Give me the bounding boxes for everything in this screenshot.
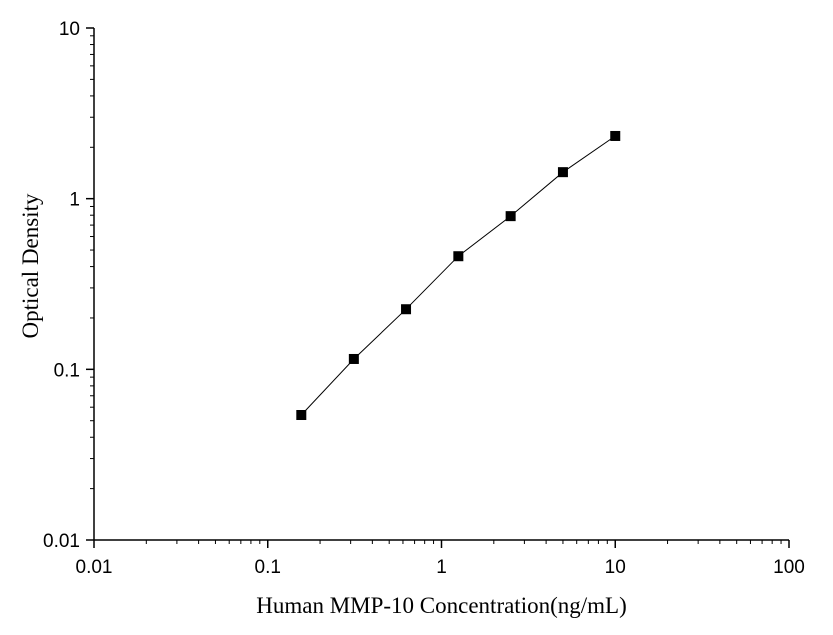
data-point-marker xyxy=(505,211,516,222)
y-tick-label: 10 xyxy=(59,19,80,40)
data-point-marker xyxy=(610,130,621,141)
data-point-marker xyxy=(296,410,307,421)
x-tick-label: 1 xyxy=(436,557,447,578)
y-axis-title: Optical Density xyxy=(18,193,43,338)
data-point-marker xyxy=(348,353,359,364)
x-tick-label: 10 xyxy=(605,557,626,578)
axes: 0.01 0.1 1 10 100 0.01 0.1 1 10 xyxy=(43,19,805,578)
plot-area xyxy=(296,130,621,421)
data-point-marker xyxy=(453,251,464,262)
data-point-marker xyxy=(557,167,568,178)
x-axis-title: Human MMP-10 Concentration(ng/mL) xyxy=(256,593,627,618)
x-tick-label: 100 xyxy=(773,557,805,578)
x-tick-label: 0.01 xyxy=(76,557,113,578)
data-point-marker xyxy=(401,304,412,315)
series-line xyxy=(300,135,616,416)
x-tick-label: 0.1 xyxy=(255,557,281,578)
y-tick-label: 0.1 xyxy=(54,360,80,381)
y-tick-label: 1 xyxy=(69,190,80,211)
y-tick-label: 0.01 xyxy=(43,531,80,552)
